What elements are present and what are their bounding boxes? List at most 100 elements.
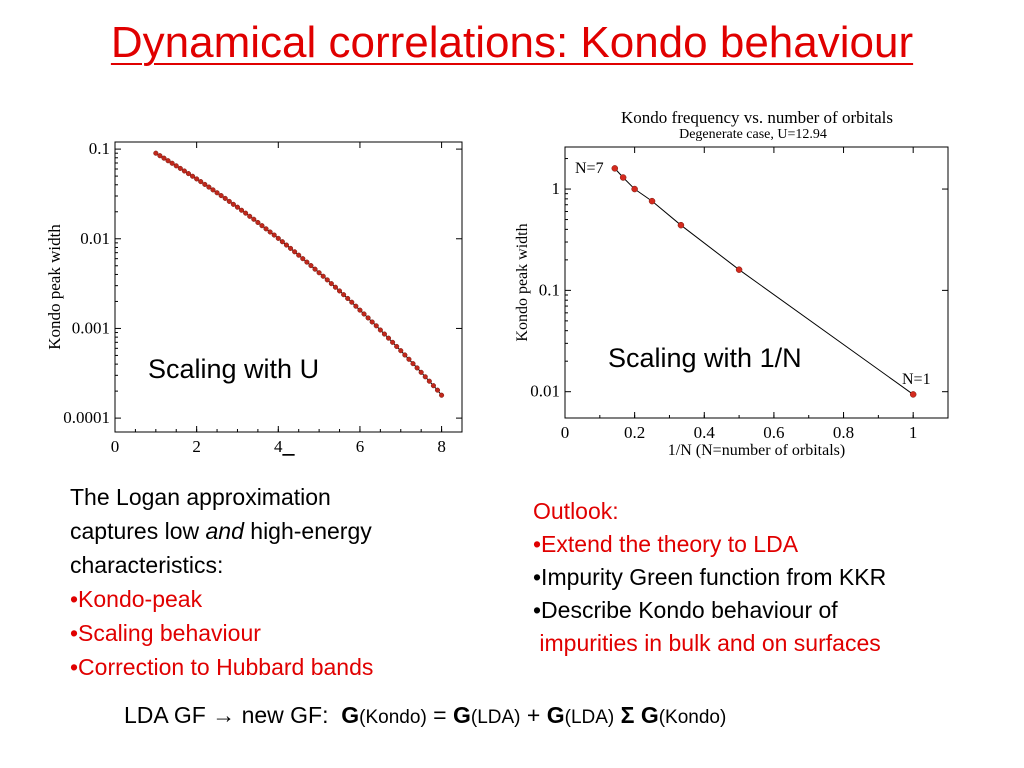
intro-line-3: characteristics: bbox=[70, 552, 224, 578]
data-point bbox=[434, 387, 441, 393]
y-tick-label: 0.001 bbox=[72, 318, 110, 337]
chart-kondo-width-vs-u: 0 2 4 6 8 0.1 0.01 0.001 0.0001 U Kondo peak width bbox=[45, 139, 463, 458]
data-point bbox=[426, 378, 432, 384]
data-point bbox=[243, 210, 249, 216]
y-axis-label: Kondo peak width bbox=[45, 224, 64, 350]
y-tick-label: 0.01 bbox=[530, 382, 560, 401]
data-point bbox=[381, 331, 387, 337]
data-point bbox=[316, 270, 322, 276]
data-point bbox=[222, 195, 228, 201]
data-point bbox=[153, 150, 159, 156]
x-tick-label: 0.8 bbox=[833, 423, 854, 442]
data-point bbox=[677, 221, 685, 229]
formula-kondo2: (Kondo) bbox=[658, 707, 727, 728]
data-point bbox=[430, 383, 436, 389]
y-axis-label: Kondo peak width bbox=[514, 223, 531, 341]
data-point bbox=[394, 343, 400, 350]
data-point bbox=[439, 392, 445, 398]
x-tick-label: 0 bbox=[561, 423, 570, 442]
formula-lda2: (LDA) bbox=[564, 707, 615, 728]
x-tick-label: 8 bbox=[437, 437, 446, 456]
formula-sigma: Σ bbox=[614, 702, 641, 728]
data-point bbox=[611, 165, 619, 172]
chart-subtitle: Degenerate case, U=12.94 bbox=[679, 127, 827, 142]
data-point bbox=[259, 223, 265, 229]
intro-line-2a: captures low bbox=[70, 518, 206, 544]
data-point bbox=[422, 374, 428, 380]
data-point bbox=[190, 173, 196, 179]
data-point bbox=[226, 198, 232, 204]
data-point bbox=[365, 315, 371, 321]
data-point bbox=[390, 339, 396, 345]
intro-line-2c: high-energy bbox=[243, 518, 372, 544]
y-tick-label: 0.1 bbox=[539, 280, 560, 299]
data-point bbox=[214, 190, 220, 196]
data-point bbox=[198, 179, 204, 185]
data-point bbox=[279, 239, 285, 245]
data-point bbox=[377, 327, 383, 333]
data-point bbox=[336, 288, 343, 294]
data-point bbox=[271, 232, 277, 238]
data-point bbox=[308, 263, 314, 269]
data-point bbox=[312, 266, 318, 272]
bullet-hubbard-bands: •Correction to Hubbard bands bbox=[70, 654, 374, 680]
formula-g1: G bbox=[341, 702, 360, 728]
y-tick-label: 0.01 bbox=[80, 229, 110, 248]
data-point bbox=[292, 249, 298, 255]
data-point bbox=[255, 219, 261, 226]
data-point bbox=[185, 171, 192, 177]
formula-plus: + bbox=[520, 702, 547, 728]
data-point bbox=[173, 163, 179, 169]
scaling-with-1n-label: Scaling with 1/N bbox=[608, 343, 802, 374]
data-point bbox=[218, 193, 224, 199]
outlook-bullet-describe: •Describe Kondo behaviour of bbox=[533, 597, 838, 623]
data-point bbox=[251, 216, 257, 222]
intro-line-2b: and bbox=[205, 518, 244, 544]
data-point bbox=[406, 356, 412, 362]
data-point bbox=[631, 185, 638, 193]
green-function-formula: LDA GF → new GF: G(Kondo) = G(LDA) + G(L… bbox=[124, 702, 726, 729]
x-axis-label: 1/N (N=number of orbitals) bbox=[668, 442, 845, 459]
data-point bbox=[324, 277, 330, 283]
logan-approximation-text: The Logan approximation captures low and… bbox=[70, 480, 373, 684]
data-point bbox=[619, 174, 627, 181]
formula-kondo1: (Kondo) bbox=[359, 707, 427, 728]
data-point bbox=[909, 391, 917, 398]
x-tick-label: 4 bbox=[274, 437, 283, 456]
data-point bbox=[263, 226, 269, 232]
formula-g3: G bbox=[546, 702, 565, 728]
data-point bbox=[357, 307, 363, 313]
outlook-text: Outlook: •Extend the theory to LDA •Impu… bbox=[533, 495, 886, 660]
intro-line-2: captures low and high-energy bbox=[70, 514, 373, 548]
data-point bbox=[402, 352, 408, 358]
data-point bbox=[210, 187, 216, 193]
chart-kondo-frequency-vs-orbitals: Kondo frequency vs. number of orbitalsDe… bbox=[514, 108, 949, 459]
data-point bbox=[177, 165, 183, 171]
data-point bbox=[320, 273, 326, 279]
data-point bbox=[283, 242, 290, 248]
data-point bbox=[385, 335, 392, 341]
x-tick-label: 0.6 bbox=[763, 423, 784, 442]
data-point bbox=[161, 155, 167, 161]
data-point bbox=[410, 361, 416, 367]
x-tick-label: 2 bbox=[192, 437, 201, 456]
data-point bbox=[230, 201, 236, 207]
data-point bbox=[373, 323, 379, 329]
data-point bbox=[361, 311, 367, 317]
formula-prefix: LDA GF → new GF: bbox=[124, 702, 342, 728]
data-point bbox=[369, 319, 375, 325]
data-point bbox=[398, 348, 404, 354]
x-tick-label: 0 bbox=[111, 437, 120, 456]
data-point bbox=[304, 259, 310, 265]
data-point bbox=[267, 229, 273, 235]
y-tick-label: 0.0001 bbox=[63, 408, 110, 427]
data-point bbox=[341, 292, 347, 298]
data-point bbox=[239, 207, 245, 213]
x-tick-label: 0.2 bbox=[624, 423, 645, 442]
outlook-bullet-surfaces: impurities in bulk and on surfaces bbox=[533, 630, 881, 656]
data-point bbox=[247, 213, 253, 219]
data-point bbox=[353, 303, 359, 309]
data-point bbox=[165, 158, 171, 164]
data-point bbox=[735, 266, 743, 273]
data-point bbox=[328, 281, 334, 287]
